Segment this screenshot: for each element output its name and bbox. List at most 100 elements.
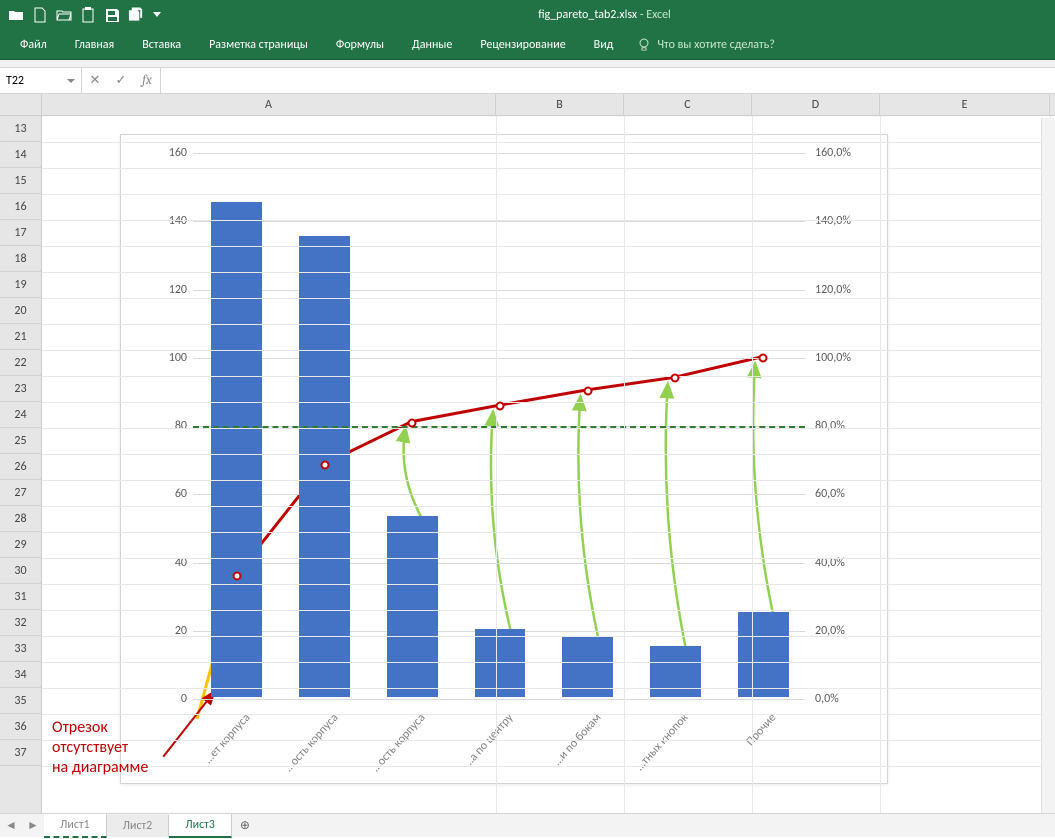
add-sheet-button[interactable]: ⊕ <box>232 818 258 833</box>
row-headers: 1314151617181920212223242526272829303132… <box>0 116 42 814</box>
row-header-36[interactable]: 36 <box>0 714 41 740</box>
row-header-28[interactable]: 28 <box>0 506 41 532</box>
y-left-label: 0 <box>153 692 187 706</box>
formula-bar: T22 ✕ ✓ fx <box>0 68 1055 94</box>
col-header-C[interactable]: C <box>624 94 752 115</box>
row-header-35[interactable]: 35 <box>0 688 41 714</box>
row-header-32[interactable]: 32 <box>0 610 41 636</box>
save-all-icon[interactable] <box>128 7 144 23</box>
formula-input[interactable] <box>161 68 1055 93</box>
tab-view[interactable]: Вид <box>580 32 628 58</box>
sheet-nav-prev[interactable]: ◄ <box>0 818 22 833</box>
y-right-label: 80,0% <box>815 419 879 433</box>
bar-6[interactable] <box>738 612 789 697</box>
line-marker-3[interactable] <box>496 402 505 411</box>
row-header-37[interactable]: 37 <box>0 740 41 766</box>
tab-home[interactable]: Главная <box>61 32 128 58</box>
fx-icon[interactable]: fx <box>134 73 160 88</box>
y-left-label: 60 <box>153 487 187 501</box>
folder-icon[interactable] <box>8 7 24 23</box>
line-marker-1[interactable] <box>320 461 329 470</box>
row-header-25[interactable]: 25 <box>0 428 41 454</box>
sheet-tabs: ◄ ► Лист1 Лист2 Лист3 ⊕ <box>0 813 1055 837</box>
tab-review[interactable]: Рецензирование <box>466 32 579 58</box>
name-box[interactable]: T22 <box>0 68 82 93</box>
line-marker-5[interactable] <box>671 374 680 383</box>
sheet-tab-1[interactable]: Лист1 <box>44 814 107 838</box>
tell-me-placeholder: Что вы хотите сделать? <box>657 38 774 52</box>
category-label-0: …ет корпуса <box>201 711 253 766</box>
row-header-30[interactable]: 30 <box>0 558 41 584</box>
col-header-B[interactable]: B <box>496 94 624 115</box>
pareto-chart[interactable]: 00,0%2020,0%4040,0%6060,0%8080,0%100100,… <box>120 134 888 784</box>
cancel-icon[interactable]: ✕ <box>82 73 108 88</box>
cells-area[interactable]: 00,0%2020,0%4040,0%6060,0%8080,0%100100,… <box>42 116 1055 814</box>
row-header-14[interactable]: 14 <box>0 142 41 168</box>
row-header-27[interactable]: 27 <box>0 480 41 506</box>
col-header-A[interactable]: A <box>42 94 496 115</box>
row-header-20[interactable]: 20 <box>0 298 41 324</box>
row-header-34[interactable]: 34 <box>0 662 41 688</box>
row-header-23[interactable]: 23 <box>0 376 41 402</box>
filename: fig_pareto_tab2.xlsx <box>538 8 637 22</box>
bar-2[interactable] <box>387 516 438 697</box>
row-header-21[interactable]: 21 <box>0 324 41 350</box>
qat-dropdown-icon[interactable] <box>152 7 162 23</box>
row-header-18[interactable]: 18 <box>0 246 41 272</box>
sheet-tab-3[interactable]: Лист3 <box>169 814 232 838</box>
col-header-D[interactable]: D <box>752 94 880 115</box>
line-marker-2[interactable] <box>408 418 417 427</box>
row-header-24[interactable]: 24 <box>0 402 41 428</box>
new-icon[interactable] <box>32 7 48 23</box>
bar-0[interactable] <box>211 202 262 697</box>
select-all-corner[interactable] <box>0 94 42 115</box>
line-marker-0[interactable] <box>232 572 241 581</box>
col-header-E[interactable]: E <box>880 94 1050 115</box>
row-header-19[interactable]: 19 <box>0 272 41 298</box>
vertical-scrollbar[interactable] <box>1041 118 1055 813</box>
bar-5[interactable] <box>650 646 701 697</box>
chart-svg <box>193 153 805 697</box>
row-header-26[interactable]: 26 <box>0 454 41 480</box>
row-header-17[interactable]: 17 <box>0 220 41 246</box>
y-right-label: 120,0% <box>815 283 879 297</box>
window-title: fig_pareto_tab2.xlsx - Excel <box>162 8 1047 22</box>
ribbon-collapsed <box>0 60 1055 68</box>
y-right-label: 100,0% <box>815 351 879 365</box>
y-right-label: 160,0% <box>815 146 879 160</box>
open-icon[interactable] <box>56 7 72 23</box>
line-marker-4[interactable] <box>583 386 592 395</box>
category-label-6: Прочие <box>744 711 780 749</box>
row-header-15[interactable]: 15 <box>0 168 41 194</box>
tab-insert[interactable]: Вставка <box>128 32 195 58</box>
row-header-33[interactable]: 33 <box>0 636 41 662</box>
y-right-label: 0,0% <box>815 692 879 706</box>
row-header-31[interactable]: 31 <box>0 584 41 610</box>
clipboard-icon[interactable] <box>80 7 96 23</box>
tab-data[interactable]: Данные <box>398 32 466 58</box>
formula-buttons: ✕ ✓ fx <box>82 68 161 93</box>
line-marker-6[interactable] <box>759 353 768 362</box>
row-header-16[interactable]: 16 <box>0 194 41 220</box>
y-left-label: 100 <box>153 351 187 365</box>
tell-me[interactable]: Что вы хотите сделать? <box>627 38 784 52</box>
sheet-tab-2[interactable]: Лист2 <box>107 815 170 837</box>
sheet-nav-next[interactable]: ► <box>22 818 44 833</box>
plot-area: 00,0%2020,0%4040,0%6060,0%8080,0%100100,… <box>193 153 805 697</box>
row-header-13[interactable]: 13 <box>0 116 41 142</box>
y-right-label: 140,0% <box>815 214 879 228</box>
y-left-label: 140 <box>153 214 187 228</box>
tab-formulas[interactable]: Формулы <box>322 32 398 58</box>
enter-icon[interactable]: ✓ <box>108 73 134 88</box>
row-header-22[interactable]: 22 <box>0 350 41 376</box>
tab-file[interactable]: Файл <box>6 32 61 58</box>
annotation-text: Отрезок отсутствует на диаграмме <box>52 718 148 778</box>
y-left-label: 160 <box>153 146 187 160</box>
tab-layout[interactable]: Разметка страницы <box>195 32 322 58</box>
ribbon-tabs: Файл Главная Вставка Разметка страницы Ф… <box>0 30 1055 60</box>
save-icon[interactable] <box>104 7 120 23</box>
quick-access-toolbar <box>8 7 162 23</box>
row-header-29[interactable]: 29 <box>0 532 41 558</box>
category-label-5: …тных кнопок <box>633 711 691 774</box>
y-left-label: 80 <box>153 419 187 433</box>
